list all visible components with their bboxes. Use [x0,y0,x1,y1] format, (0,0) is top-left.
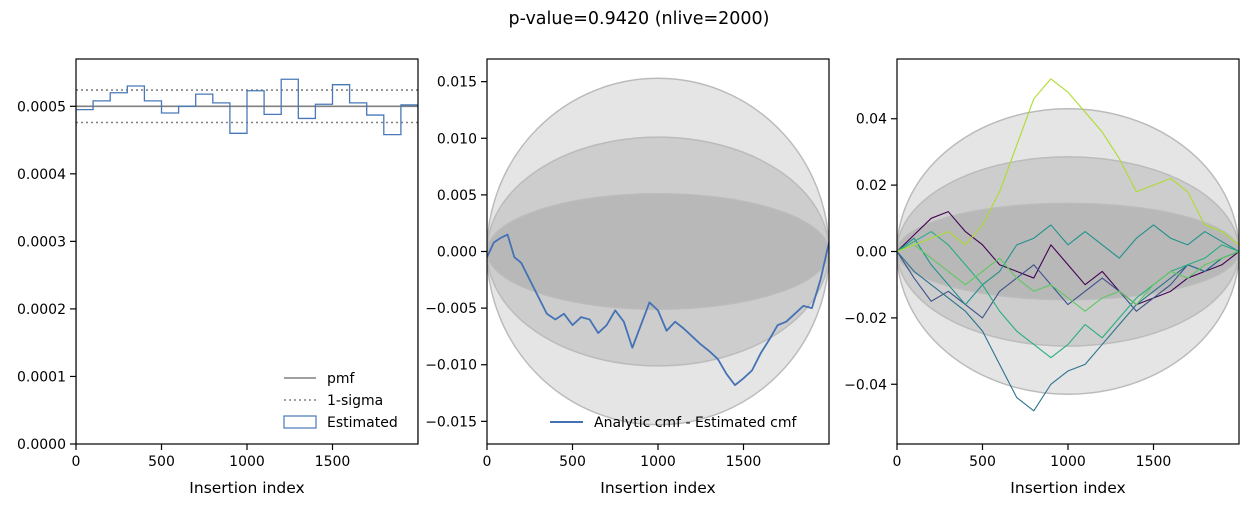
series-line-4 [897,231,1239,359]
y-tick-label: −0.010 [425,358,477,374]
histogram-plot-area [76,78,418,444]
y-tick-label: 0.00 [856,245,887,261]
multi-run-sigma-ellipses [897,108,1239,395]
histogram-panel: 0 500 1000 1500 0.0000 0.0001 0.0002 0.0003 0.00… [17,58,419,497]
x-tick-label: 0 [483,454,492,470]
multi-run-axes-frame [896,58,1240,445]
sigma-ellipse [897,202,1239,301]
multi-run-x-axis-label: Insertion index [1010,479,1125,497]
cmf-axes-frame [486,58,830,445]
sigma-ellipse [487,77,829,426]
y-tick-label: 0.0000 [17,437,66,453]
y-tick-label: 0.02 [856,178,887,194]
x-tick-label: 1500 [726,454,762,470]
multi-run-axes: 0 500 1000 1500 −0.04 −0.02 0.00 0.02 0.04 [844,112,1171,470]
y-tick-label: 0.0002 [17,302,66,318]
cmf-axes: 0 500 1000 1500 −0.015 −0.010 −0.005 0.000 0.005… [425,75,761,470]
cmf-sigma-ellipses [487,77,829,426]
y-tick-label: 0.0004 [17,167,66,183]
legend-sigma-label: 1-sigma [327,393,383,409]
cmf-difference-panel: 0 500 1000 1500 −0.015 −0.010 −0.005 0.000 0.005… [425,58,830,497]
x-tick-label: 1000 [1050,454,1086,470]
y-tick-label: 0.000 [437,245,477,261]
histogram-axes-frame [75,58,419,445]
x-tick-label: 1000 [229,454,265,470]
x-tick-label: 1500 [315,454,351,470]
histogram-axes: 0 500 1000 1500 0.0000 0.0001 0.0002 0.0003 0.00… [17,99,350,470]
cmf-legend: Analytic cmf - Estimated cmf [550,415,797,431]
y-tick-label: 0.04 [856,112,887,128]
y-tick-label: −0.015 [425,414,477,430]
y-tick-label: 0.010 [437,131,477,147]
x-tick-label: 0 [72,454,81,470]
series-line-0 [487,233,829,387]
histogram-legend: pmf 1-sigma Estimated [283,371,398,431]
series-line-3 [897,250,1239,412]
series-line-5 [897,244,1239,312]
x-tick-label: 500 [559,454,586,470]
sigma-ellipse [487,136,829,367]
multi-run-plot-area [897,78,1239,412]
x-tick-label: 500 [969,454,996,470]
y-tick-label: 0.015 [437,75,477,91]
legend-estimated-swatch [283,415,317,429]
y-tick-label: 0.0003 [17,234,66,250]
figure-title: p-value=0.9420 (nlive=2000) [508,9,769,29]
sigma-ellipse [897,156,1239,347]
histogram-x-axis-label: Insertion index [189,479,304,497]
legend-pmf-label: pmf [327,371,356,387]
series-line-2 [897,224,1239,306]
x-tick-label: 500 [148,454,175,470]
series-line-1 [897,250,1239,319]
legend-estimated-label: Estimated [327,415,398,431]
y-tick-label: 0.0001 [17,369,66,385]
estimated-step-histogram [76,78,418,444]
cmf-plot-area [487,233,829,387]
y-tick-label: 0.005 [437,188,477,204]
x-tick-label: 0 [893,454,902,470]
series-line-0 [897,211,1239,306]
cmf-x-axis-label: Insertion index [600,479,715,497]
sigma-ellipse [487,193,829,310]
x-tick-label: 1000 [640,454,676,470]
series-line-6 [897,78,1239,253]
y-tick-label: 0.0005 [17,99,66,115]
sigma-ellipse [897,108,1239,395]
multi-run-panel: 0 500 1000 1500 −0.04 −0.02 0.00 0.02 0.04 Inser… [844,58,1240,497]
y-tick-label: −0.02 [844,311,887,327]
y-tick-label: −0.04 [844,377,887,393]
y-tick-label: −0.005 [425,301,477,317]
legend-cmf-label: Analytic cmf - Estimated cmf [594,415,797,431]
x-tick-label: 1500 [1136,454,1172,470]
